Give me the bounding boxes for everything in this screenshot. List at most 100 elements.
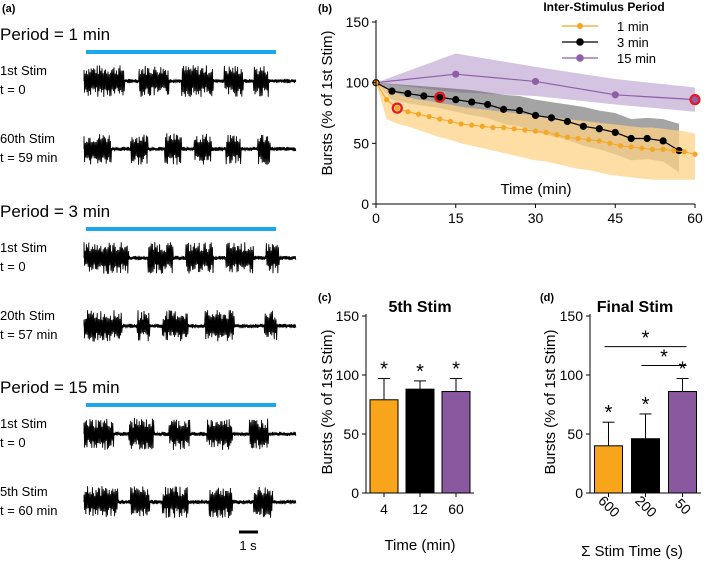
legend-label: 1 min — [617, 19, 649, 34]
panel-c-title: 5th Stim — [388, 299, 451, 316]
trace-label-1-0: 1st Stim — [0, 240, 47, 255]
y-tick-label: 150 — [560, 308, 584, 324]
bracket-star: * — [660, 347, 668, 369]
x-tick-label: 0 — [372, 210, 380, 226]
panel-d-label: (d) — [540, 292, 554, 304]
bar-12 — [405, 388, 435, 494]
bar-600 — [594, 445, 623, 494]
x-tick-label: 60 — [448, 501, 464, 517]
data-point — [596, 138, 602, 144]
legend-marker — [576, 38, 584, 46]
data-point — [511, 126, 517, 132]
data-point — [681, 149, 687, 155]
data-point — [595, 125, 603, 133]
data-point — [501, 124, 507, 131]
y-tick-label: 100 — [336, 367, 360, 383]
y-tick-label: 150 — [346, 14, 370, 30]
panel-d-ylabel: Bursts (% of 1st Stim) — [542, 329, 559, 474]
data-point — [649, 146, 656, 152]
significance-star: * — [642, 394, 650, 416]
data-point — [531, 111, 540, 120]
y-tick-label: 150 — [336, 308, 360, 324]
legend-marker — [577, 23, 583, 29]
voltage-trace — [83, 65, 297, 97]
data-point — [479, 123, 485, 129]
data-point — [405, 109, 411, 115]
data-point — [531, 77, 540, 86]
data-point — [643, 134, 651, 143]
highlight-point — [434, 91, 446, 103]
panel-d-title: Final Stim — [597, 299, 673, 316]
trace-label-0-1: 60th Stim — [0, 131, 55, 146]
panel-c-ylabel: Bursts (% of 1st Stim) — [319, 329, 336, 474]
trace-time-2-0: t = 0 — [0, 435, 26, 450]
data-point — [607, 140, 613, 146]
scale-bar-label: 1 s — [239, 538, 257, 553]
data-point — [468, 98, 476, 106]
panel-d-xlabel: Σ Stim Time (s) — [581, 543, 683, 560]
data-point — [575, 135, 581, 142]
data-point — [660, 146, 666, 152]
trace-time-2-1: t = 60 min — [0, 503, 57, 518]
trace-label-1-1: 20th Stim — [0, 308, 55, 323]
data-point — [458, 121, 464, 127]
significance-star: * — [380, 359, 388, 381]
y-tick-label: 100 — [560, 367, 584, 383]
panel-d-bar-chart: (d) Final Stim * * * 0 50 100 150 600 200 50 * * Σ … — [540, 292, 701, 560]
group-title-1: Period = 3 min — [0, 202, 110, 221]
voltage-trace — [83, 417, 297, 450]
trace-label-0-0: 1st Stim — [0, 63, 47, 78]
data-point — [384, 97, 390, 103]
data-point — [543, 129, 549, 136]
data-point — [500, 105, 508, 113]
bar-50 — [668, 391, 697, 494]
data-point — [554, 132, 560, 138]
data-point — [586, 137, 592, 143]
significance-star: * — [605, 402, 613, 424]
data-point — [628, 144, 634, 150]
data-point — [639, 145, 645, 151]
trace-time-1-0: t = 0 — [0, 259, 26, 274]
y-tick-label: 0 — [575, 485, 583, 501]
panel-b-ylabel: Bursts (% of 1st Stim) — [319, 30, 336, 175]
panel-b-label: (b) — [318, 3, 332, 15]
y-tick-label: 0 — [361, 196, 369, 212]
data-point — [627, 134, 635, 143]
x-tick-label: 12 — [412, 501, 428, 517]
data-point — [415, 111, 422, 117]
trace-time-1-1: t = 57 min — [0, 327, 57, 342]
bracket-star: * — [642, 328, 650, 350]
y-tick-label: 50 — [343, 426, 359, 442]
data-point — [426, 114, 432, 120]
x-tick-label: 600 — [595, 492, 623, 520]
panel-c-bar-chart: (c) 5th Stim * * * 0 50 100 150 4 12 60 Time (min… — [318, 292, 474, 554]
data-point — [515, 106, 524, 115]
significance-star: * — [679, 359, 687, 381]
data-point — [563, 117, 572, 126]
data-point — [420, 92, 428, 100]
data-point — [617, 143, 624, 149]
panel-a-label: (a) — [2, 3, 16, 15]
x-tick-label: 45 — [607, 210, 623, 226]
data-point — [437, 116, 443, 122]
data-point — [452, 70, 460, 78]
data-point — [659, 137, 667, 145]
data-point — [469, 122, 475, 128]
significance-star: * — [416, 361, 424, 383]
y-tick-label: 50 — [567, 426, 583, 442]
data-point — [611, 128, 619, 137]
legend-label: 3 min — [617, 35, 649, 50]
data-point — [484, 100, 492, 109]
data-point — [404, 89, 412, 98]
panel-c-label: (c) — [318, 292, 332, 304]
x-tick-label: 50 — [672, 495, 694, 517]
trace-time-0-0: t = 0 — [0, 82, 26, 97]
data-point — [611, 91, 619, 99]
data-point — [394, 105, 400, 111]
data-point — [564, 134, 571, 140]
group-title-0: Period = 1 min — [0, 25, 110, 44]
trace-label-2-0: 1st Stim — [0, 416, 47, 431]
y-tick-label: 0 — [351, 485, 359, 501]
voltage-trace — [83, 486, 297, 519]
